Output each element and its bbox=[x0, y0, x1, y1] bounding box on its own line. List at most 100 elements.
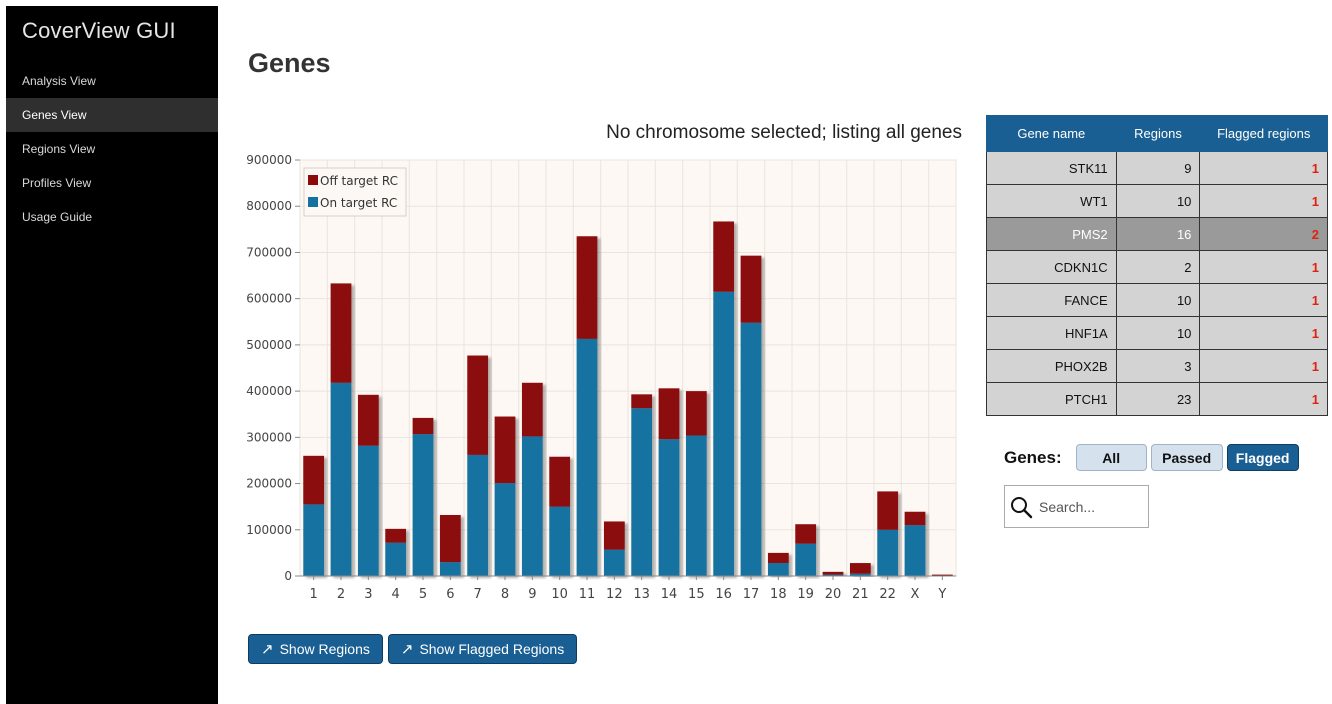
bar-off-target[interactable] bbox=[659, 388, 680, 439]
bar-stack-5[interactable] bbox=[413, 418, 434, 576]
bar-off-target[interactable] bbox=[549, 457, 570, 507]
bar-on-target[interactable] bbox=[303, 504, 324, 576]
bar-stack-2[interactable] bbox=[331, 283, 352, 576]
bar-off-target[interactable] bbox=[713, 221, 734, 291]
cell-gene: PHOX2B bbox=[987, 350, 1117, 383]
bar-off-target[interactable] bbox=[358, 395, 379, 446]
bar-off-target[interactable] bbox=[385, 529, 406, 543]
bar-off-target[interactable] bbox=[741, 256, 762, 323]
search-input[interactable] bbox=[1039, 499, 1139, 515]
bar-stack-11[interactable] bbox=[577, 236, 598, 576]
bar-on-target[interactable] bbox=[385, 543, 406, 576]
show-regions-button[interactable]: ↗ Show Regions bbox=[248, 634, 383, 664]
bar-on-target[interactable] bbox=[686, 435, 707, 576]
bar-on-target[interactable] bbox=[522, 436, 543, 576]
x-tick-label: 19 bbox=[797, 587, 814, 602]
bar-on-target[interactable] bbox=[795, 544, 816, 576]
sidebar-item-genes-view[interactable]: Genes View bbox=[6, 98, 218, 132]
sidebar-item-analysis-view[interactable]: Analysis View bbox=[6, 64, 218, 98]
bar-off-target[interactable] bbox=[331, 283, 352, 382]
table-row[interactable]: HNF1A 10 1 bbox=[987, 317, 1328, 350]
bar-off-target[interactable] bbox=[686, 391, 707, 435]
table-row[interactable]: STK11 9 1 bbox=[987, 152, 1328, 185]
bar-stack-13[interactable] bbox=[631, 394, 652, 576]
bar-stack-19[interactable] bbox=[795, 524, 816, 576]
table-row[interactable]: FANCE 10 1 bbox=[987, 284, 1328, 317]
y-tick-label: 700000 bbox=[246, 245, 292, 259]
bar-stack-20[interactable] bbox=[823, 572, 844, 576]
header-regions[interactable]: Regions bbox=[1116, 116, 1200, 152]
bar-off-target[interactable] bbox=[577, 236, 598, 339]
bar-stack-22[interactable] bbox=[877, 491, 898, 576]
bar-off-target[interactable] bbox=[823, 572, 844, 575]
bar-on-target[interactable] bbox=[659, 439, 680, 576]
bar-stack-12[interactable] bbox=[604, 521, 625, 576]
sidebar-item-regions-view[interactable]: Regions View bbox=[6, 132, 218, 166]
bar-off-target[interactable] bbox=[905, 512, 926, 525]
table-row[interactable]: PHOX2B 3 1 bbox=[987, 350, 1328, 383]
filter-flagged-button[interactable]: Flagged bbox=[1227, 444, 1299, 471]
bar-stack-9[interactable] bbox=[522, 383, 543, 576]
show-flagged-regions-button[interactable]: ↗ Show Flagged Regions bbox=[388, 634, 577, 664]
cell-flagged: 1 bbox=[1200, 185, 1328, 218]
bar-off-target[interactable] bbox=[850, 563, 871, 574]
table-row[interactable]: CDKN1C 2 1 bbox=[987, 251, 1328, 284]
bar-on-target[interactable] bbox=[905, 525, 926, 576]
table-row[interactable]: PTCH1 23 1 bbox=[987, 383, 1328, 416]
bar-stack-16[interactable] bbox=[713, 221, 734, 576]
bar-on-target[interactable] bbox=[331, 383, 352, 576]
bar-stack-7[interactable] bbox=[467, 356, 488, 576]
sidebar-item-usage-guide[interactable]: Usage Guide bbox=[6, 200, 218, 234]
bar-stack-10[interactable] bbox=[549, 457, 570, 576]
bar-on-target[interactable] bbox=[495, 483, 516, 576]
bar-off-target[interactable] bbox=[467, 356, 488, 455]
bar-on-target[interactable] bbox=[440, 562, 461, 576]
bar-stack-8[interactable] bbox=[495, 417, 516, 576]
bar-stack-17[interactable] bbox=[741, 256, 762, 576]
bar-stack-18[interactable] bbox=[768, 553, 789, 576]
bar-off-target[interactable] bbox=[631, 394, 652, 408]
bar-on-target[interactable] bbox=[467, 455, 488, 576]
bar-off-target[interactable] bbox=[303, 456, 324, 505]
cell-flagged: 1 bbox=[1200, 383, 1328, 416]
bar-off-target[interactable] bbox=[877, 491, 898, 529]
x-tick-label: 17 bbox=[743, 587, 760, 602]
bar-off-target[interactable] bbox=[604, 521, 625, 549]
table-row-selected[interactable]: PMS2 16 2 bbox=[987, 218, 1328, 251]
filter-passed-button[interactable]: Passed bbox=[1151, 444, 1223, 471]
bar-stack-14[interactable] bbox=[659, 388, 680, 576]
bar-off-target[interactable] bbox=[413, 418, 434, 434]
bar-on-target[interactable] bbox=[577, 339, 598, 576]
header-gene-name[interactable]: Gene name bbox=[987, 116, 1117, 152]
bar-on-target[interactable] bbox=[768, 563, 789, 576]
bar-stack-X[interactable] bbox=[905, 512, 926, 576]
cell-gene: CDKN1C bbox=[987, 251, 1117, 284]
bar-on-target[interactable] bbox=[604, 550, 625, 576]
bar-stack-6[interactable] bbox=[440, 515, 461, 576]
bar-off-target[interactable] bbox=[932, 575, 953, 576]
search-box[interactable] bbox=[1004, 485, 1149, 528]
bar-on-target[interactable] bbox=[713, 292, 734, 576]
bar-on-target[interactable] bbox=[877, 530, 898, 576]
sidebar-item-profiles-view[interactable]: Profiles View bbox=[6, 166, 218, 200]
table-row[interactable]: WT1 10 1 bbox=[987, 185, 1328, 218]
bar-on-target[interactable] bbox=[358, 446, 379, 576]
bar-stack-4[interactable] bbox=[385, 529, 406, 576]
bar-off-target[interactable] bbox=[795, 524, 816, 543]
bar-off-target[interactable] bbox=[522, 383, 543, 437]
header-flagged-regions[interactable]: Flagged regions bbox=[1200, 116, 1328, 152]
bar-on-target[interactable] bbox=[631, 408, 652, 576]
bar-off-target[interactable] bbox=[440, 515, 461, 562]
bar-stack-15[interactable] bbox=[686, 391, 707, 576]
x-tick-label: 10 bbox=[551, 587, 568, 602]
table-header-row: Gene name Regions Flagged regions bbox=[987, 116, 1328, 152]
bar-stack-3[interactable] bbox=[358, 395, 379, 576]
bar-stack-1[interactable] bbox=[303, 456, 324, 576]
bar-off-target[interactable] bbox=[495, 417, 516, 484]
bar-on-target[interactable] bbox=[741, 323, 762, 576]
bar-on-target[interactable] bbox=[549, 507, 570, 576]
bar-stack-21[interactable] bbox=[850, 563, 871, 576]
filter-all-button[interactable]: All bbox=[1076, 444, 1147, 471]
bar-off-target[interactable] bbox=[768, 553, 789, 563]
bar-on-target[interactable] bbox=[413, 434, 434, 576]
